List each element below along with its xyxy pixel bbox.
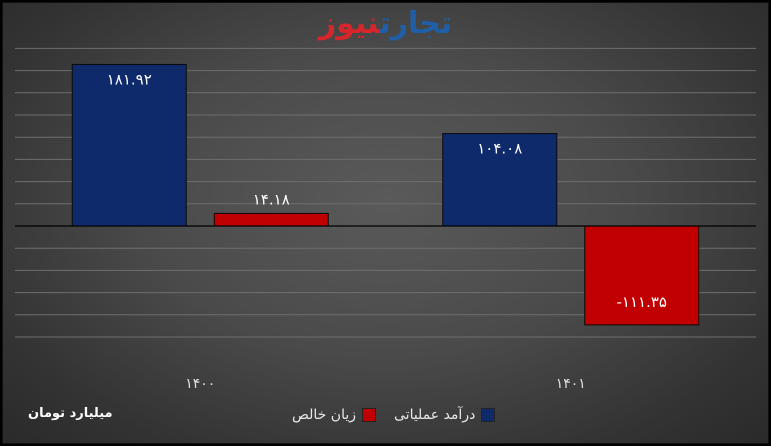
data-label: -۱۱۱.۳۵: [617, 293, 667, 311]
x-tick-label: ۱۴۰۰: [185, 376, 215, 392]
x-tick-label: ۱۴۰۱: [556, 376, 586, 392]
legend-label-net-loss: زیان خالص: [292, 407, 356, 423]
legend-label-operating-revenue: درآمد عملیاتی: [394, 407, 476, 423]
bar: [213, 212, 329, 227]
data-label: ۱۸۱.۹۲: [107, 70, 152, 88]
legend-swatch-navy: [481, 408, 496, 422]
bar: [71, 63, 187, 227]
logo-part1: تجارت: [379, 6, 453, 41]
unit-label: میلیارد تومان: [28, 406, 113, 421]
bar: [584, 225, 700, 326]
legend-swatch-red: [362, 408, 376, 422]
logo-part2: نیوز: [318, 6, 381, 41]
data-label: ۱۰۴.۰۸: [477, 140, 522, 158]
data-label: ۱۴.۱۸: [253, 190, 290, 208]
bar: [442, 133, 558, 227]
legend-item-operating-revenue: درآمد عملیاتی: [394, 407, 496, 423]
legend: درآمد عملیاتی زیان خالص: [274, 407, 496, 423]
legend-item-net-loss: زیان خالص: [292, 407, 376, 423]
logo: تجارتنیوز: [0, 6, 771, 41]
